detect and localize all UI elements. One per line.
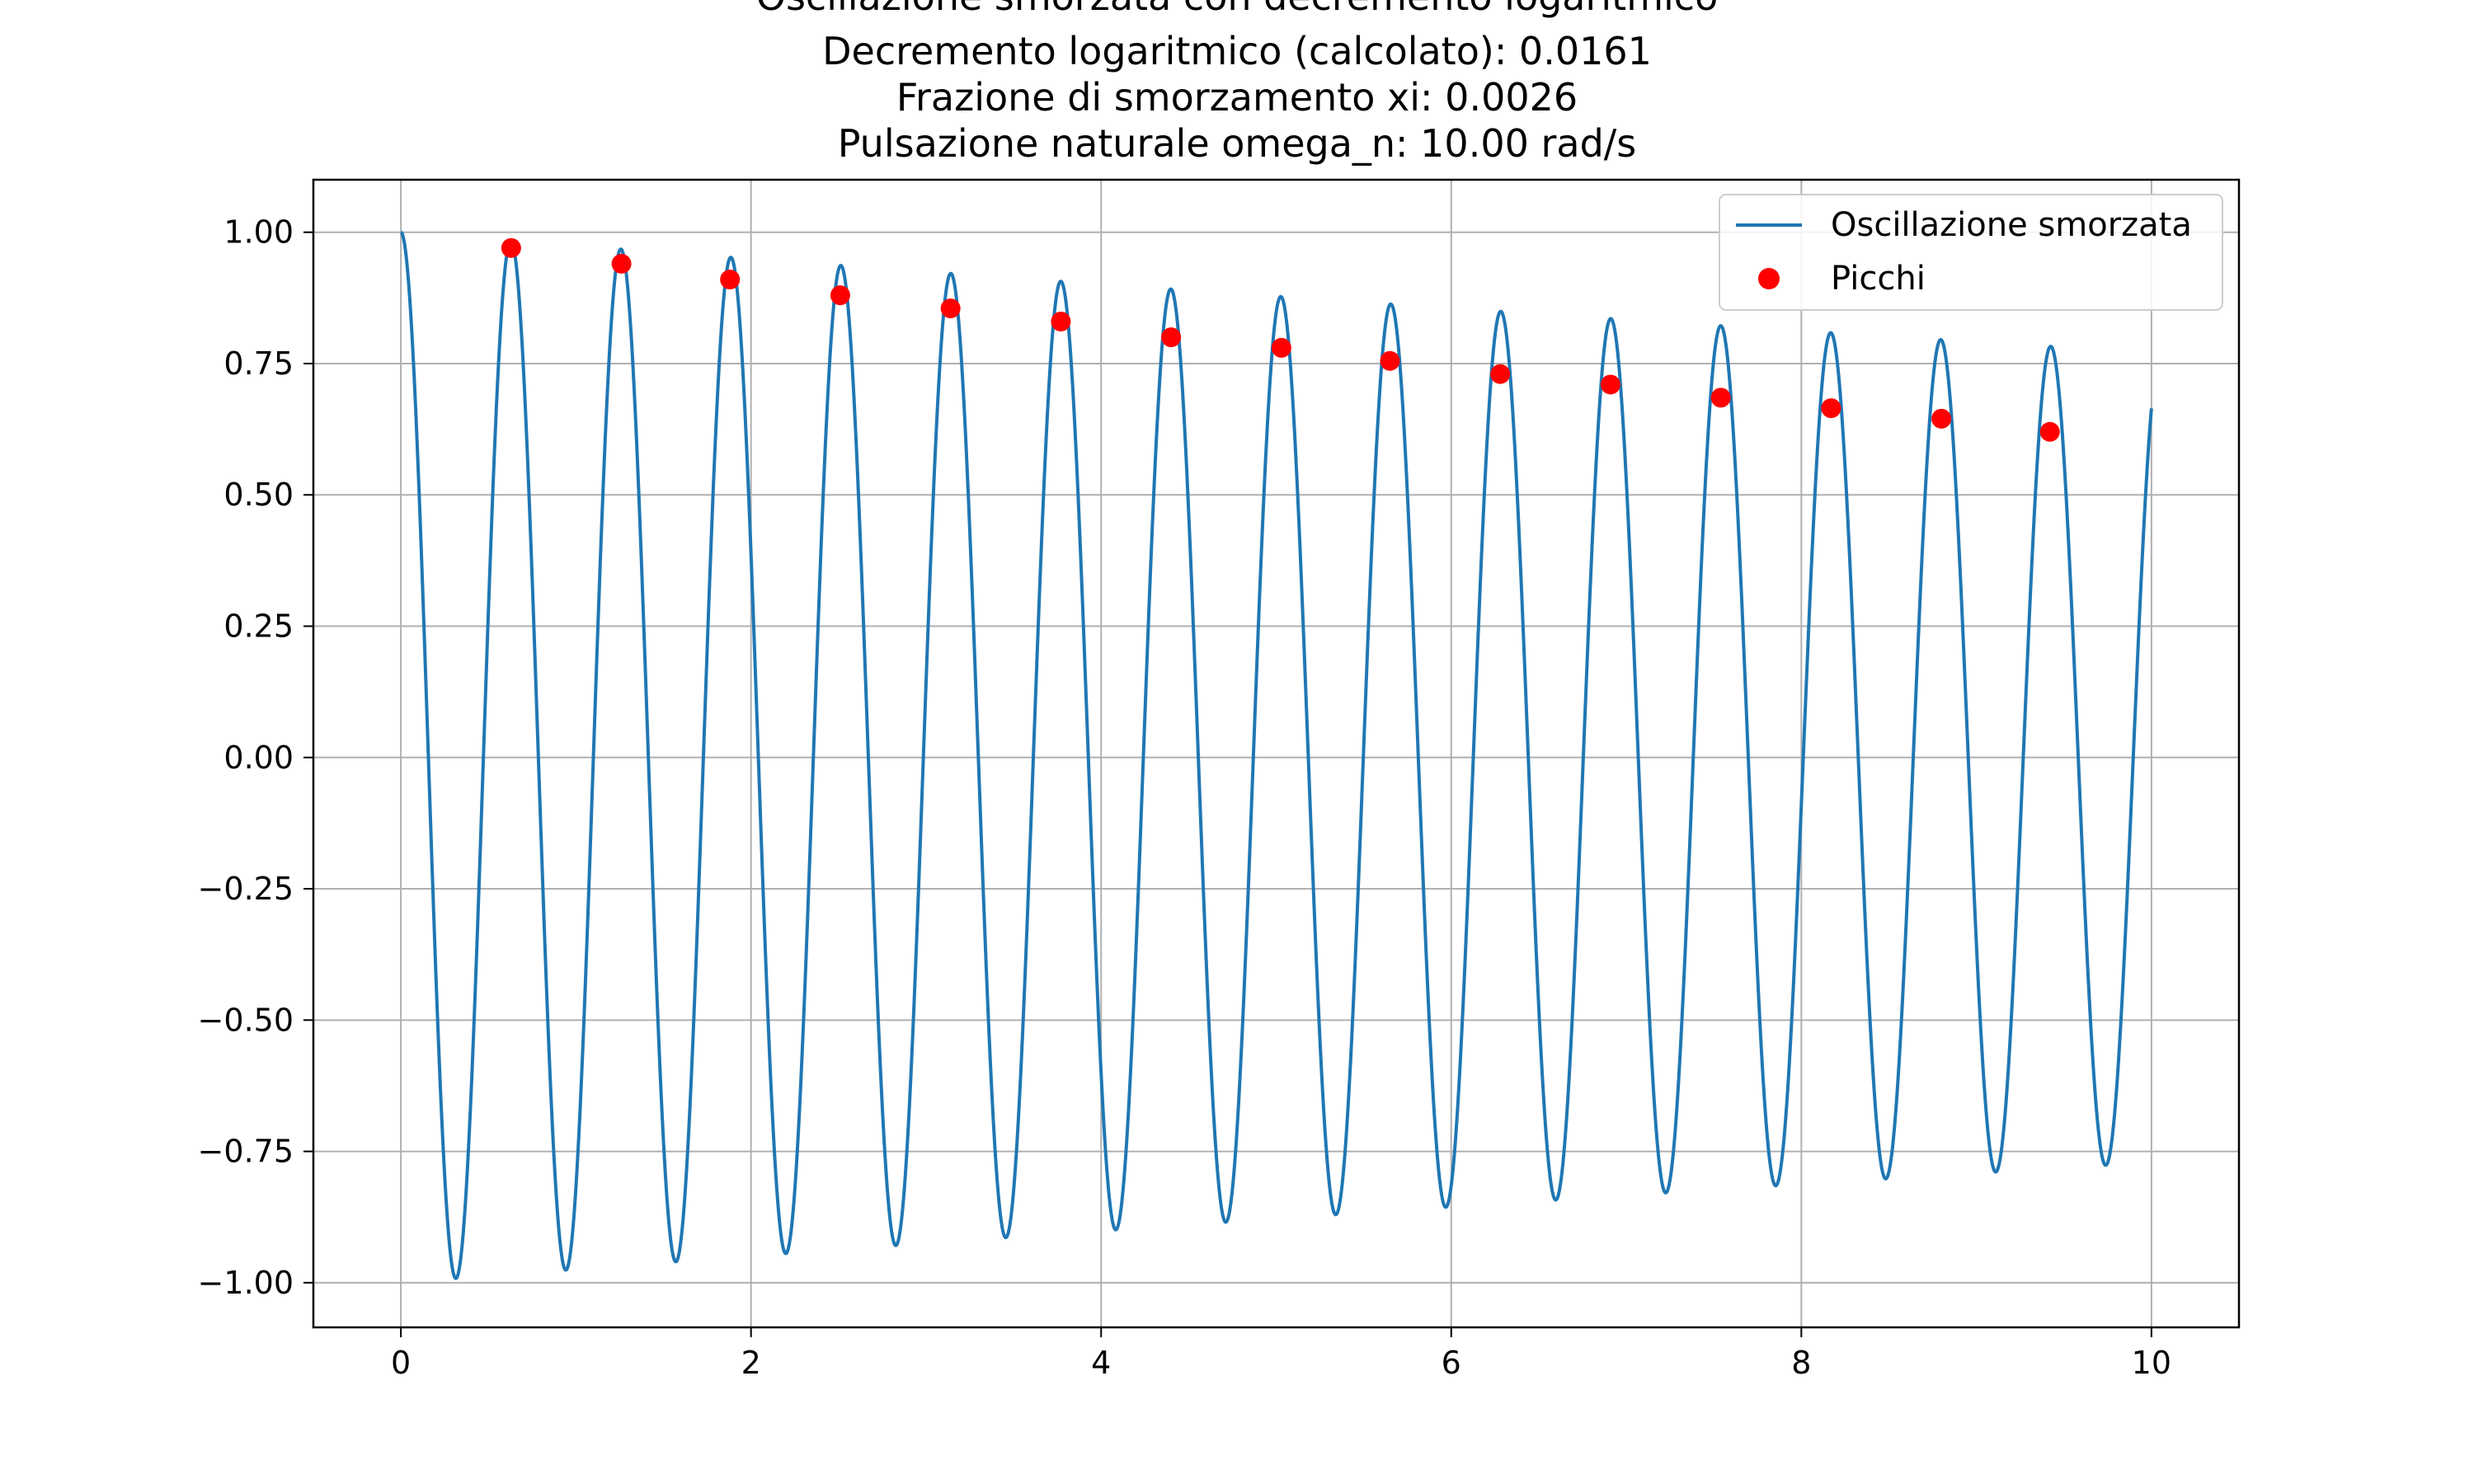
peak-point (501, 237, 521, 258)
peak-point (1380, 350, 1400, 371)
peak-point (611, 253, 632, 274)
title-line-4: Pulsazione naturale omega_n: 10.00 rad/s (838, 121, 1637, 166)
y-tick-label: −0.50 (198, 1002, 294, 1038)
peak-point (1051, 312, 1071, 332)
legend-marker-swatch (1758, 268, 1780, 289)
peak-point (1600, 374, 1620, 395)
peak-point (1931, 408, 1952, 429)
x-tick-label: 10 (2132, 1345, 2171, 1381)
axis-ticks: 0 2 4 6 8 10 1.00 0.75 0.50 0.25 0.00 −0.25 −0.50 −0.… (198, 214, 2171, 1381)
y-tick-label: 0.00 (223, 740, 294, 776)
y-tick-label: −1.00 (198, 1265, 294, 1301)
axes-frame (312, 178, 2241, 1329)
x-tick-label: 4 (1091, 1345, 1111, 1381)
legend-box (1719, 194, 2223, 311)
title-line-2: Decremento logaritmico (calcolato): 0.01… (822, 29, 1652, 73)
peak-point (1710, 387, 1731, 408)
peak-point (2039, 421, 2060, 442)
series-line-oscillazione (399, 230, 2153, 1280)
peak-point (940, 298, 961, 319)
grid-lines (313, 180, 2239, 1327)
legend: Oscillazione smorzata Picchi (1719, 194, 2223, 311)
legend-label-picchi: Picchi (1831, 260, 1926, 298)
peak-point (1271, 337, 1291, 358)
y-tick-label: 0.50 (223, 477, 294, 513)
peak-point (1161, 327, 1182, 348)
x-tick-label: 6 (1442, 1345, 1461, 1381)
y-tick-label: 0.75 (223, 345, 294, 382)
peak-point (720, 270, 741, 290)
legend-label-oscillazione: Oscillazione smorzata (1831, 206, 2192, 244)
x-tick-label: 0 (391, 1345, 411, 1381)
peak-point (1490, 364, 1511, 384)
peak-point (1821, 398, 1841, 419)
title-line-1: Oscillazione smorzata con decremento log… (756, 0, 1719, 19)
peak-point (830, 285, 850, 306)
y-tick-label: 1.00 (223, 214, 294, 251)
chart-title: Oscillazione smorzata con decremento log… (756, 0, 1719, 166)
plot-area (399, 230, 2153, 1280)
y-tick-label: −0.75 (198, 1134, 294, 1170)
y-tick-label: 0.25 (223, 608, 294, 645)
y-tick-label: −0.25 (198, 871, 294, 907)
x-tick-label: 8 (1791, 1345, 1811, 1381)
x-tick-label: 2 (741, 1345, 761, 1381)
title-line-3: Frazione di smorzamento xi: 0.0026 (896, 75, 1578, 120)
